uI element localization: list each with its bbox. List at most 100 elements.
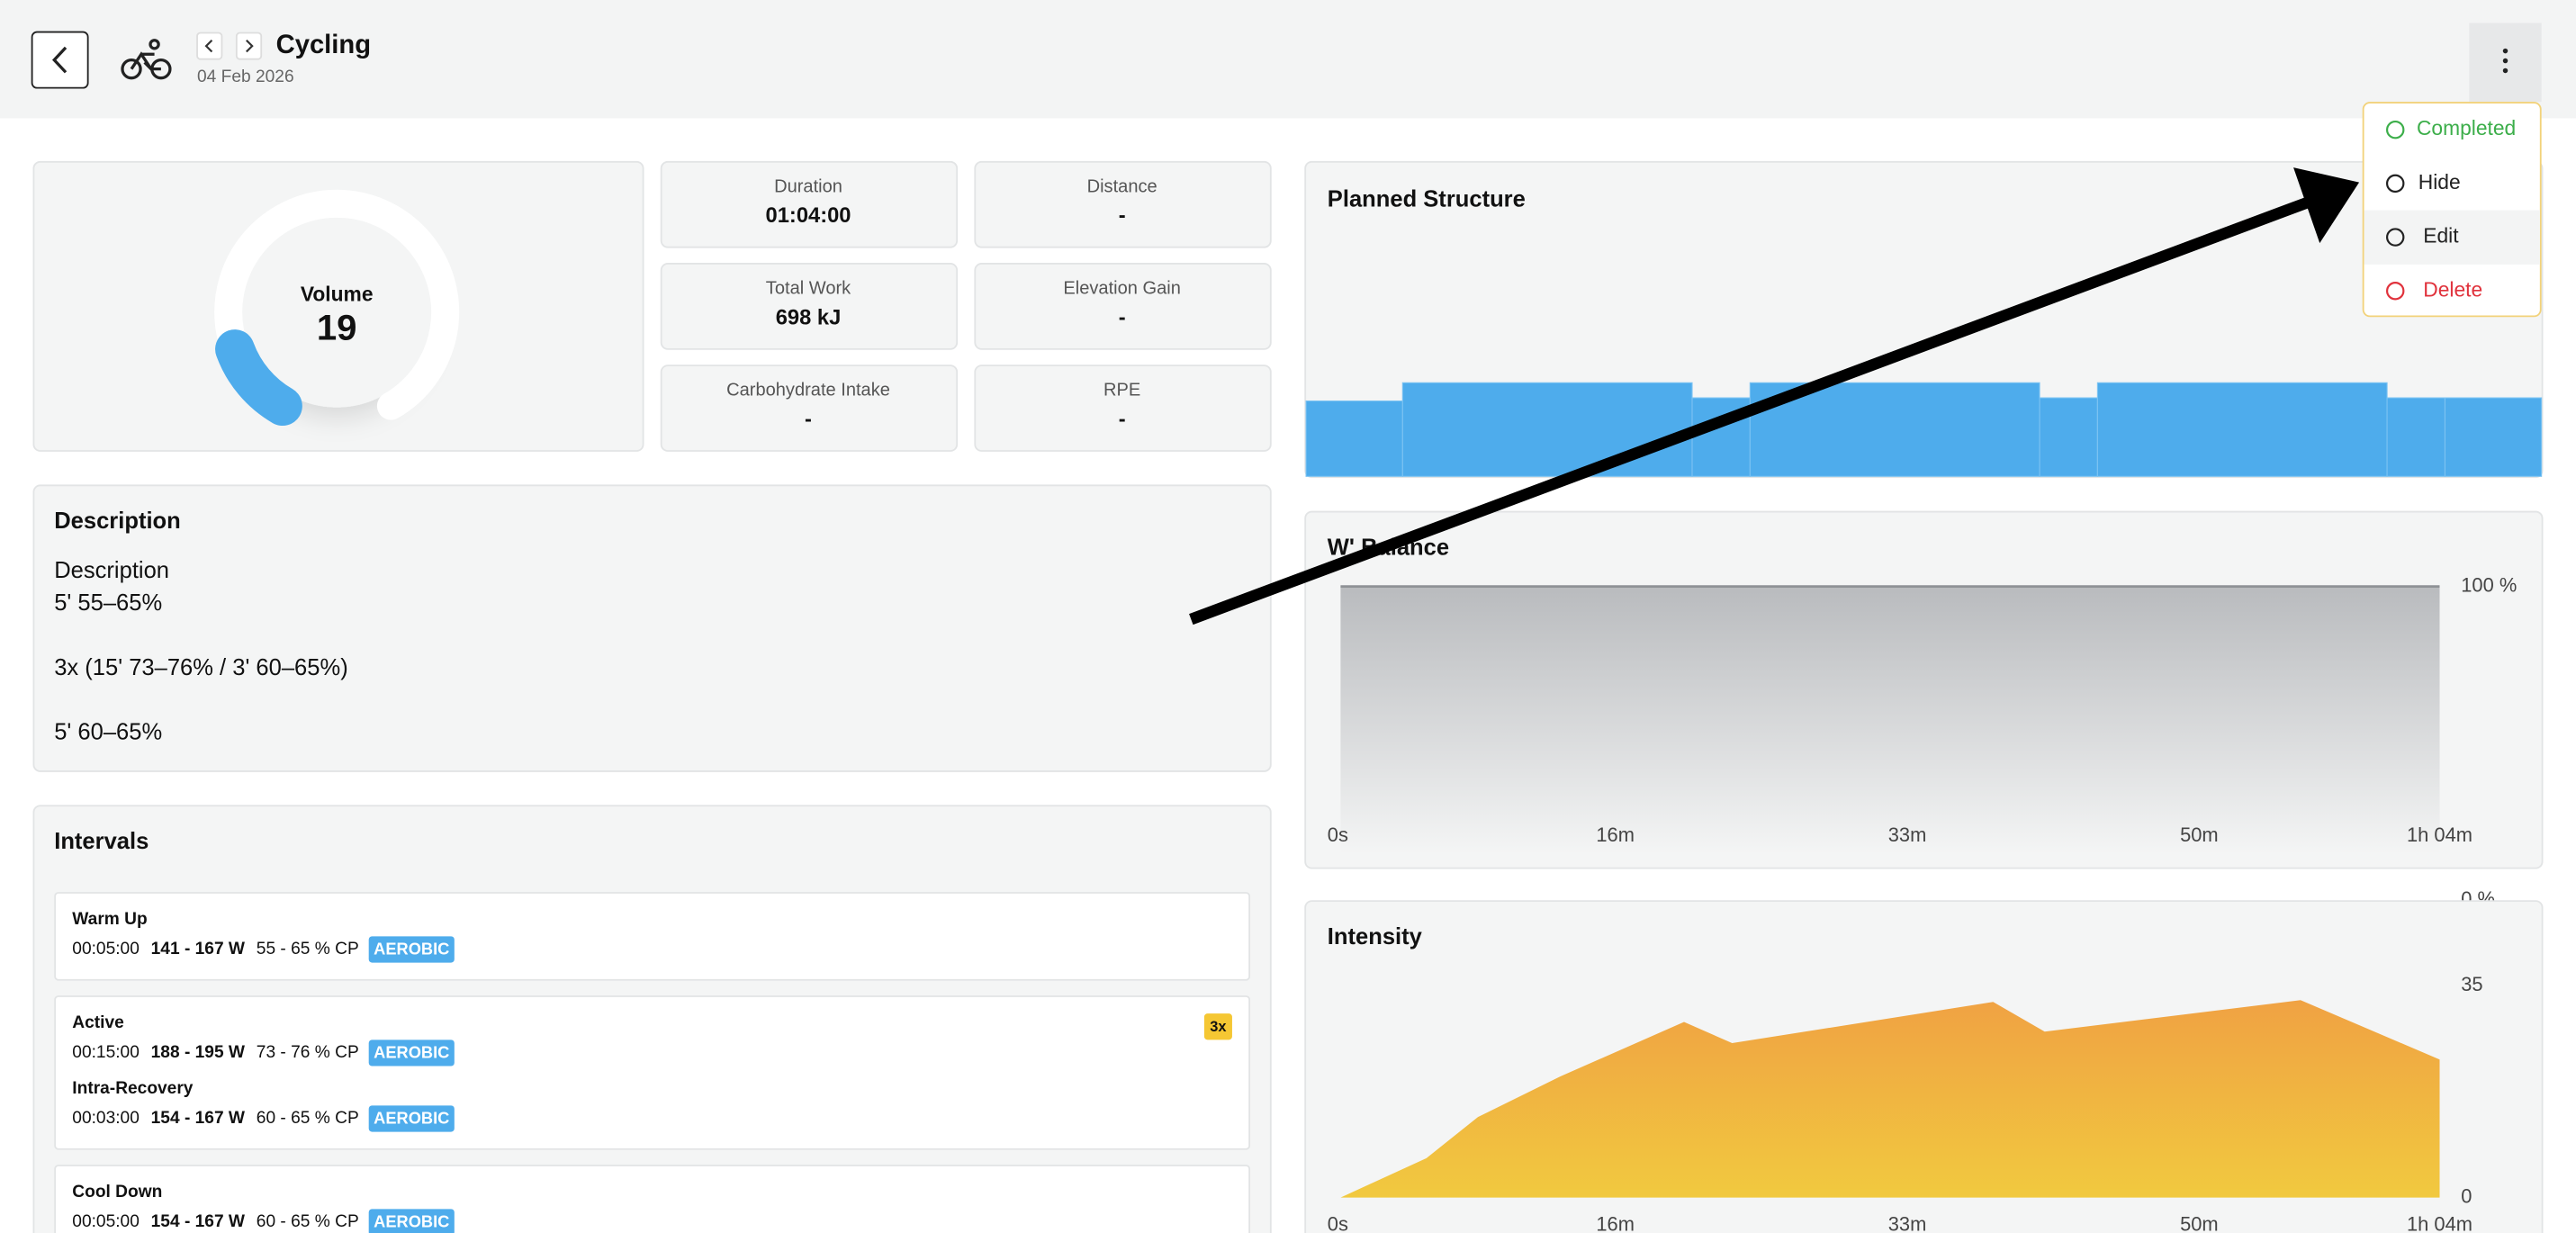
stat-value: 698 kJ <box>776 306 842 329</box>
x-tick-label: 0s <box>1328 1212 1348 1233</box>
menu-item[interactable]: Hide <box>2418 170 2461 194</box>
step-duration: 00:03:00 <box>72 1109 140 1128</box>
stat-label: Distance <box>1087 176 1157 196</box>
stat-card <box>974 364 1272 452</box>
prev-icon[interactable] <box>204 39 213 53</box>
stat-value: - <box>805 409 812 432</box>
stat-label: RPE <box>1103 381 1140 400</box>
stat-label: Total Work <box>766 279 851 299</box>
zone-label: AEROBIC <box>374 1212 449 1231</box>
zone-badge <box>368 1040 455 1066</box>
step-percent: 73 - 76 % CP <box>257 1043 359 1062</box>
interval-box <box>54 995 1251 1150</box>
y-tick-label: 0 <box>2461 1184 2472 1207</box>
menu-icon[interactable] <box>2386 282 2405 301</box>
interval-box <box>54 892 1251 981</box>
menu-icon[interactable] <box>2386 228 2405 247</box>
stat-label: Carbohydrate Intake <box>726 381 890 400</box>
menu-item[interactable]: Completed <box>2417 116 2516 140</box>
step-name: Active <box>72 1013 124 1032</box>
next-box[interactable] <box>235 32 263 60</box>
description-line: 3x (15' 73–76% / 3' 60–65%) <box>54 655 347 680</box>
zone-badge <box>368 936 455 963</box>
x-tick-label: 33m <box>1888 1212 1927 1233</box>
planned-bar <box>2444 397 2543 477</box>
next-button[interactable] <box>235 32 263 60</box>
stat-card <box>660 364 959 452</box>
description-card <box>32 484 1272 772</box>
x-tick-label: 16m <box>1596 824 1635 846</box>
planned-bar <box>1305 400 1403 477</box>
w-balance-area <box>1340 586 2440 855</box>
step-duration: 00:05:00 <box>72 1212 140 1231</box>
step-name: Intra-Recovery <box>72 1079 193 1098</box>
stat-card <box>974 263 1272 350</box>
header-bar <box>0 0 2576 119</box>
planned-bar <box>2039 397 2098 477</box>
stat-label: Duration <box>774 176 842 196</box>
back-button-box[interactable] <box>31 31 89 89</box>
stat-card <box>660 263 959 350</box>
step-percent: 60 - 65 % CP <box>257 1109 359 1128</box>
stat-value: - <box>1119 409 1126 432</box>
menu-icon[interactable] <box>2386 120 2405 140</box>
step-watts: 154 - 167 W <box>151 1109 246 1128</box>
x-tick-label: 1h 04m <box>2407 824 2472 846</box>
planned-bar <box>1401 382 1693 477</box>
x-tick-label: 16m <box>1596 1212 1635 1233</box>
zone-label: AEROBIC <box>374 1043 449 1062</box>
x-tick-label: 0s <box>1328 824 1348 846</box>
repeat-badge <box>1203 1013 1232 1040</box>
x-tick-label: 50m <box>2180 824 2219 846</box>
stat-card <box>660 160 959 248</box>
interval-box <box>54 1165 1251 1233</box>
intervals-title: Intervals <box>54 829 149 854</box>
intensity-area <box>1340 1000 2440 1198</box>
menu-item[interactable]: Edit <box>2423 224 2459 248</box>
description-line: 5' 60–65% <box>54 720 162 745</box>
step-duration: 00:15:00 <box>72 1043 140 1062</box>
prev-box[interactable] <box>196 32 223 60</box>
step-watts: 141 - 167 W <box>151 940 246 958</box>
menu-item[interactable]: Delete <box>2423 277 2482 301</box>
menu-dot[interactable] <box>2502 48 2508 54</box>
stat-value: - <box>1119 204 1126 228</box>
step-name: Warm Up <box>72 910 147 929</box>
step-watts: 154 - 167 W <box>151 1212 246 1231</box>
stat-label: Elevation Gain <box>1063 279 1181 299</box>
step-duration: 00:05:00 <box>72 940 140 958</box>
intensity-title: Intensity <box>1328 924 1423 950</box>
annotation-arrow <box>1189 167 2360 626</box>
planned-bar <box>2386 397 2445 477</box>
menu-button[interactable] <box>2469 22 2542 103</box>
menu-dot[interactable] <box>2502 58 2508 64</box>
back-icon[interactable] <box>51 46 68 74</box>
activity-title: Cycling <box>276 31 371 59</box>
zone-label: AEROBIC <box>374 1109 449 1128</box>
x-tick-label: 50m <box>2180 1212 2219 1233</box>
x-tick-label: 33m <box>1888 824 1927 846</box>
menu-dot[interactable] <box>2502 68 2508 74</box>
description-title: Description <box>54 508 181 534</box>
y-tick-label: 100 % <box>2461 573 2517 596</box>
planned-title: Planned Structure <box>1328 186 1526 212</box>
repeat-label: 3x <box>1210 1019 1226 1035</box>
y-tick-label: 35 <box>2461 973 2482 995</box>
volume-label: Volume <box>301 283 374 306</box>
step-percent: 55 - 65 % CP <box>257 940 359 958</box>
menu-icon[interactable] <box>2386 174 2405 194</box>
next-icon[interactable] <box>246 39 254 53</box>
back-button[interactable] <box>31 31 89 89</box>
prev-button[interactable] <box>196 32 223 60</box>
arrow-shaft <box>1189 194 2316 626</box>
x-tick-label: 1h 04m <box>2407 1212 2472 1233</box>
gauge-shadow <box>241 216 433 408</box>
bike-icon <box>121 39 172 80</box>
description-line: 5' 55–65% <box>54 590 162 616</box>
zone-label: AEROBIC <box>374 940 449 958</box>
step-percent: 60 - 65 % CP <box>257 1212 359 1231</box>
planned-bar <box>2096 382 2388 477</box>
arrow-head <box>2293 167 2360 244</box>
